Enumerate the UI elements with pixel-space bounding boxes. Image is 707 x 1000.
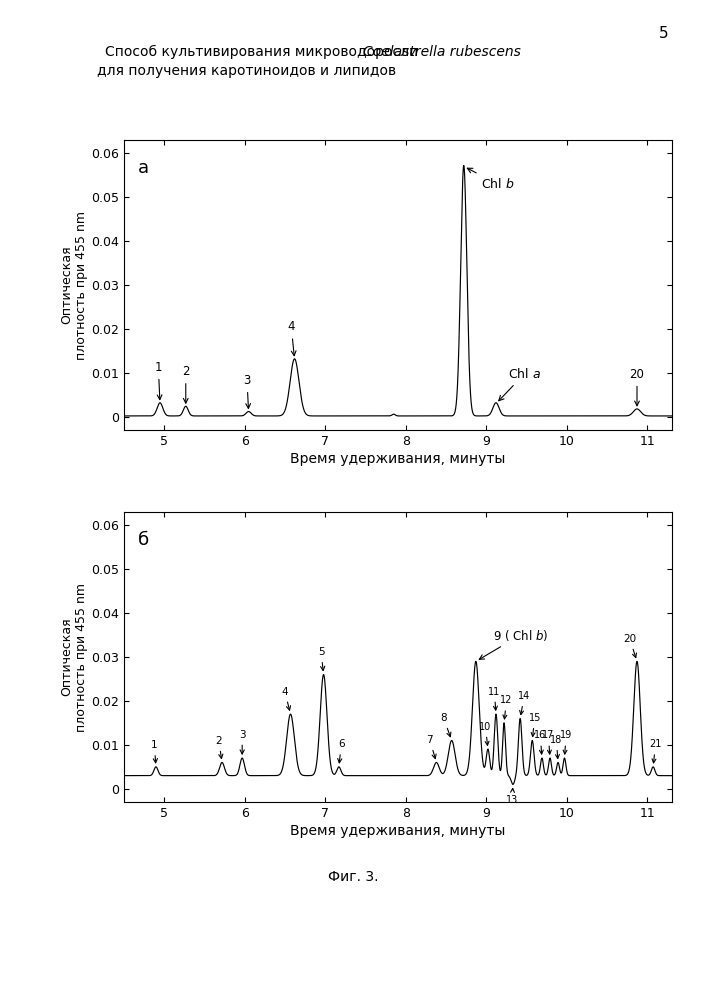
Y-axis label: Оптическая
плотность при 455 nm: Оптическая плотность при 455 nm	[60, 211, 88, 360]
Text: 14: 14	[518, 691, 530, 715]
Text: 12: 12	[501, 695, 513, 719]
Text: 21: 21	[649, 739, 662, 763]
Text: 2: 2	[216, 736, 223, 758]
X-axis label: Время удерживания, минуты: Время удерживания, минуты	[290, 824, 506, 838]
Text: 8: 8	[440, 713, 451, 737]
Text: б: б	[137, 531, 148, 549]
Text: 20: 20	[629, 368, 645, 406]
Text: 13: 13	[506, 788, 518, 805]
Text: Coelastrella rubescens: Coelastrella rubescens	[363, 45, 521, 59]
Text: 17: 17	[542, 730, 554, 754]
X-axis label: Время удерживания, минуты: Время удерживания, минуты	[290, 452, 506, 466]
Text: для получения каротиноидов и липидов: для получения каротиноидов и липидов	[97, 64, 396, 78]
Text: 9 ( Chl $b$): 9 ( Chl $b$)	[479, 628, 548, 659]
Text: 15: 15	[528, 713, 541, 736]
Text: 7: 7	[426, 735, 436, 759]
Text: 1: 1	[151, 740, 158, 763]
Text: Фиг. 3.: Фиг. 3.	[328, 870, 379, 884]
Text: 5: 5	[318, 647, 325, 671]
Text: а: а	[137, 159, 148, 177]
Text: 4: 4	[288, 320, 296, 356]
Text: Способ культивирования микроводоросли: Способ культивирования микроводоросли	[105, 45, 422, 59]
Text: 11: 11	[489, 687, 501, 710]
Text: 4: 4	[281, 687, 291, 710]
Text: 5: 5	[658, 26, 668, 41]
Text: 18: 18	[550, 735, 563, 758]
Text: 10: 10	[479, 722, 491, 745]
Text: 2: 2	[182, 365, 189, 403]
Text: 20: 20	[623, 634, 636, 658]
Text: 1: 1	[155, 361, 162, 400]
Text: 19: 19	[560, 730, 572, 754]
Text: 16: 16	[534, 730, 547, 754]
Text: 3: 3	[239, 730, 245, 754]
Text: 3: 3	[243, 374, 251, 408]
Y-axis label: Оптическая
плотность при 455 nm: Оптическая плотность при 455 nm	[60, 582, 88, 732]
Text: Chl $a$: Chl $a$	[498, 367, 541, 401]
Text: 6: 6	[338, 739, 344, 763]
Text: Chl $b$: Chl $b$	[467, 168, 514, 191]
